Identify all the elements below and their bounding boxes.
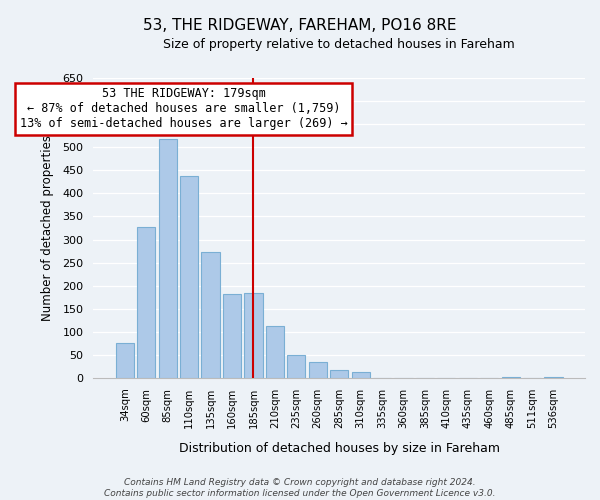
Bar: [544, 377, 563, 378]
Bar: [352, 372, 370, 378]
Bar: [180, 176, 198, 378]
Bar: [223, 294, 241, 378]
Bar: [137, 226, 155, 378]
Bar: [287, 355, 305, 378]
Bar: [266, 326, 284, 378]
Bar: [244, 292, 263, 378]
Bar: [158, 139, 177, 378]
Bar: [116, 344, 134, 378]
Bar: [330, 370, 348, 378]
Text: 53, THE RIDGEWAY, FAREHAM, PO16 8RE: 53, THE RIDGEWAY, FAREHAM, PO16 8RE: [143, 18, 457, 32]
Bar: [308, 362, 327, 378]
Title: Size of property relative to detached houses in Fareham: Size of property relative to detached ho…: [163, 38, 515, 51]
Bar: [502, 377, 520, 378]
Y-axis label: Number of detached properties: Number of detached properties: [41, 135, 54, 321]
Text: 53 THE RIDGEWAY: 179sqm
← 87% of detached houses are smaller (1,759)
13% of semi: 53 THE RIDGEWAY: 179sqm ← 87% of detache…: [20, 88, 347, 130]
Text: Contains HM Land Registry data © Crown copyright and database right 2024.
Contai: Contains HM Land Registry data © Crown c…: [104, 478, 496, 498]
X-axis label: Distribution of detached houses by size in Fareham: Distribution of detached houses by size …: [179, 442, 500, 455]
Bar: [202, 252, 220, 378]
